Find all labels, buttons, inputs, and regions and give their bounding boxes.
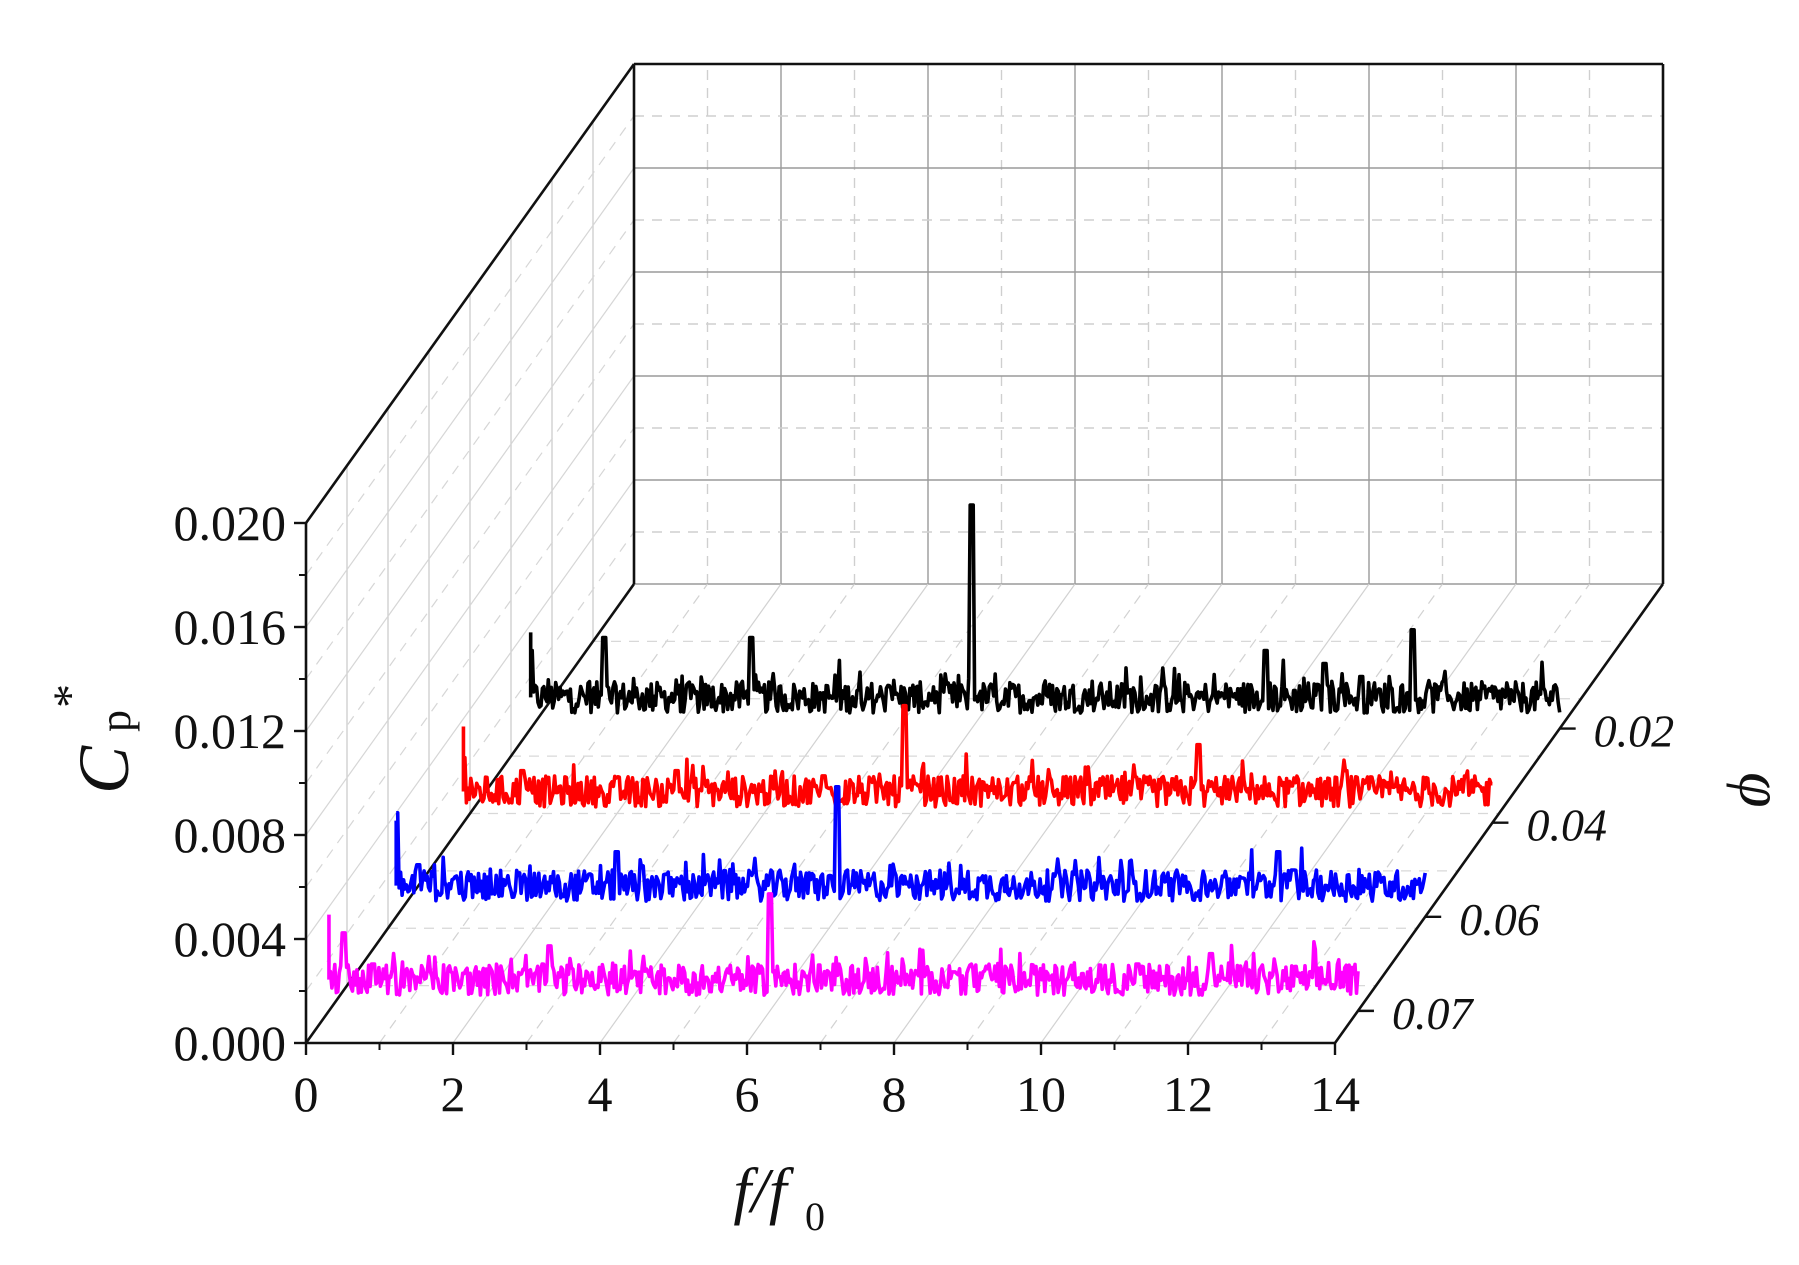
series-line-phi-0_06: [395, 784, 1427, 903]
side-wall-diag: [305, 427, 635, 888]
floor-grid: [673, 583, 1002, 1044]
y-tick-label: 0.020: [174, 495, 287, 551]
x-tick-label: 6: [735, 1066, 760, 1122]
floor-left-edge: [304, 583, 636, 1044]
y-tick-label: 0.012: [174, 703, 287, 759]
x-tick-label: 12: [1163, 1066, 1213, 1122]
y-tick-label: 0.008: [174, 807, 287, 863]
x-tick-label: 4: [588, 1066, 613, 1122]
floor-grid: [820, 583, 1149, 1044]
depth-tick-label: 0.02: [1594, 706, 1675, 757]
x-tick-label: 14: [1310, 1066, 1360, 1122]
side-wall-diag: [305, 167, 635, 628]
depth-tick-label: 0.06: [1459, 894, 1540, 945]
x-tick-label: 10: [1016, 1066, 1066, 1122]
x-axis-title: f/f 0: [733, 1155, 825, 1239]
side-wall-diag: [305, 531, 635, 992]
chart-series: [327, 503, 1562, 997]
series-line-phi-0_04: [463, 703, 1493, 809]
x-axis-title-main: f/f: [733, 1155, 795, 1226]
top-left-edge: [304, 63, 636, 524]
side-wall-diag: [305, 271, 635, 732]
side-wall-diag: [305, 479, 635, 940]
side-wall-diag: [305, 323, 635, 784]
y-tick-label: 0.000: [174, 1015, 287, 1071]
floor-grid: [1040, 583, 1370, 1044]
series-line-phi-0_02: [530, 503, 1562, 715]
depth-axis-title: φ: [1726, 772, 1797, 807]
depth-tick-label: 0.07: [1392, 988, 1475, 1039]
y-axis-title-sup: *: [44, 684, 97, 708]
x-tick-label: 2: [441, 1066, 466, 1122]
side-wall-diag: [305, 375, 635, 836]
side-wall-diag: [305, 115, 635, 576]
x-axis-title-sub: 0: [805, 1194, 825, 1239]
x-tick-label: 0: [294, 1066, 319, 1122]
side-wall-diag: [305, 219, 635, 680]
x-tick-label: 8: [882, 1066, 907, 1122]
depth-tick-label: 0.04: [1526, 800, 1607, 851]
y-tick-label: 0.016: [174, 599, 287, 655]
depth-axis-line: [1333, 583, 1665, 1044]
y-tick-label: 0.004: [174, 911, 287, 967]
svg-text:C: C: [64, 745, 144, 794]
series-line-phi-0_07: [327, 892, 1360, 997]
y-axis-title-main: C: [64, 745, 144, 794]
y-axis-title-sub: p: [91, 710, 140, 732]
y-axis-title: C p *: [44, 684, 144, 794]
floor-grid: [526, 583, 855, 1044]
chart-ticks: 0 2 4 6 8 10 12 14 0.000 0.004 0.008 0.012 0.016 0.02…: [174, 495, 1675, 1122]
